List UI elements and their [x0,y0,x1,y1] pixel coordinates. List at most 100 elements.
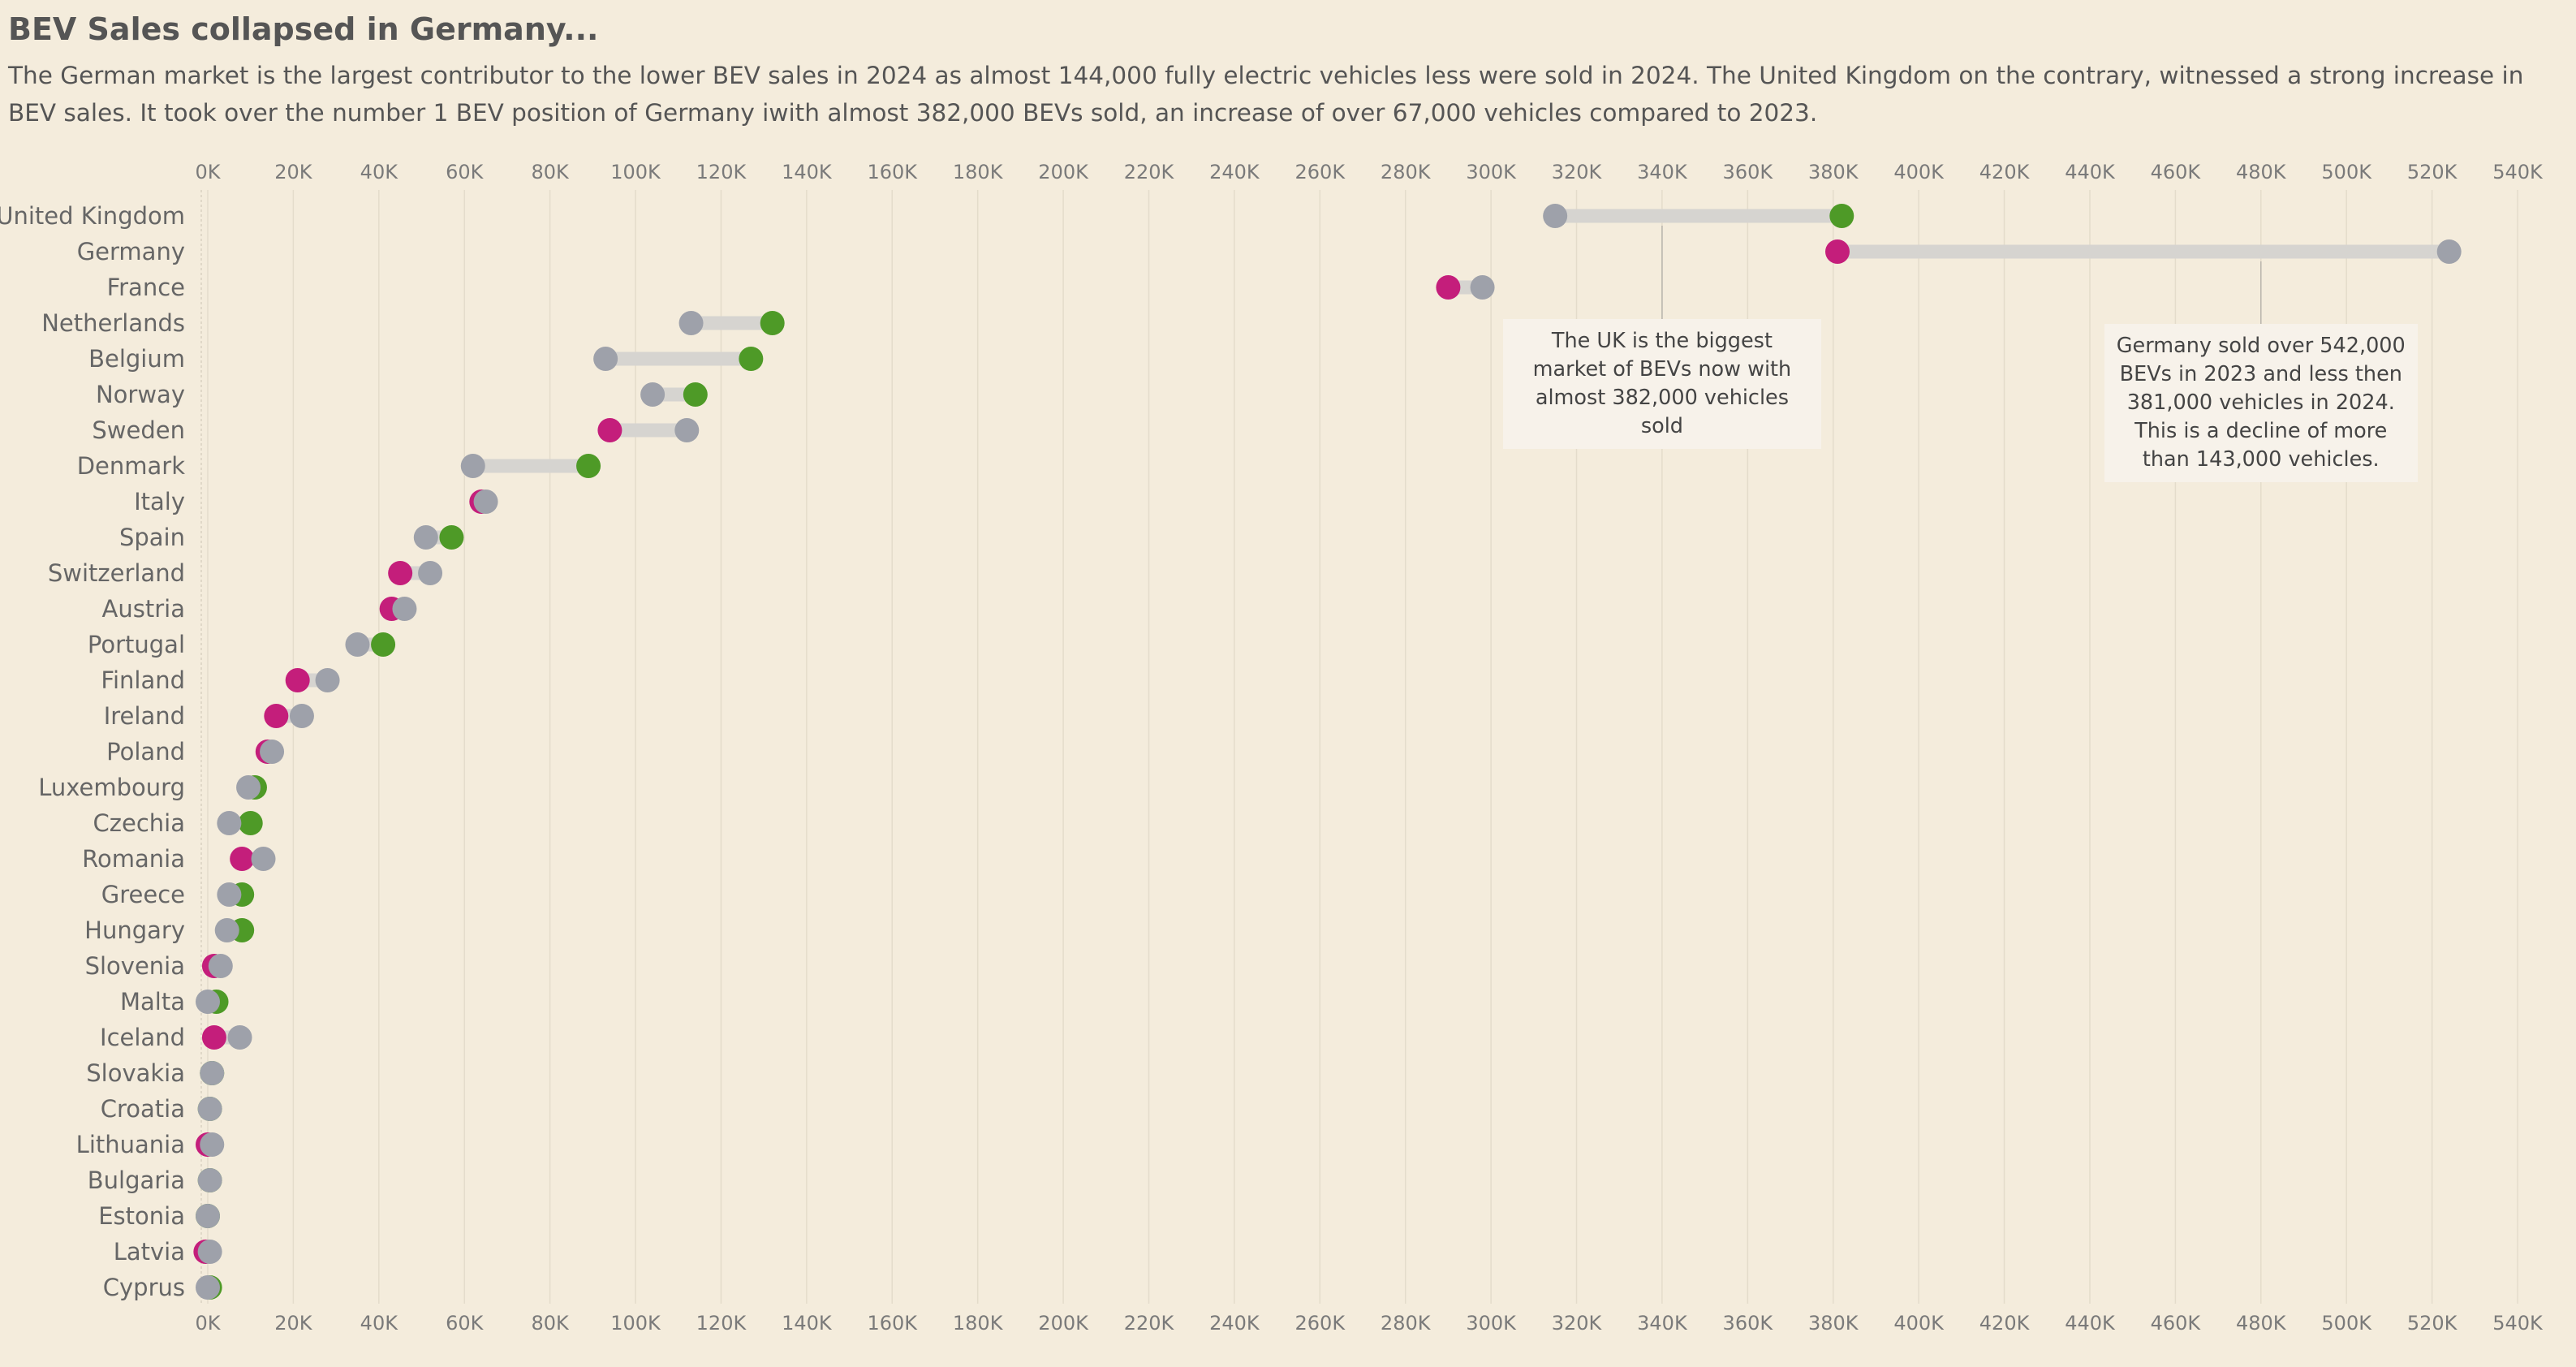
category-label: Greece [101,881,185,908]
category-label: Austria [102,595,185,623]
point-2023 [197,1168,222,1192]
x-tick-label-top: 20K [274,161,313,183]
point-2023 [217,882,242,907]
x-tick-label-bottom: 480K [2236,1312,2287,1335]
x-tick-label-bottom: 100K [610,1312,661,1335]
category-label: Romania [82,845,185,873]
category-label: Netherlands [41,309,185,337]
category-label: Iceland [100,1024,185,1051]
point-2023 [640,382,666,407]
x-tick-label-top: 380K [1808,161,1859,183]
category-label: Lithuania [76,1131,185,1158]
category-label: Denmark [77,452,185,480]
x-tick-label-bottom: 220K [1124,1312,1175,1335]
chart-title: BEV Sales collapsed in Germany... [8,11,599,47]
x-tick-label-bottom: 540K [2492,1312,2544,1335]
point-2023 [197,1240,222,1264]
point-2024 [264,704,289,728]
point-2023 [200,1132,225,1157]
x-axis-bottom: 0K 20K 40K 60K 80K 100K 120K 140K 160K 180K 200K 22… [195,1312,2544,1335]
point-2023 [196,990,220,1014]
x-tick-label-top: 40K [360,161,399,183]
point-2023 [196,1204,220,1228]
x-tick-label-bottom: 200K [1038,1312,1089,1335]
x-tick-label-top: 500K [2321,161,2372,183]
point-2023 [473,489,498,514]
point-2024 [439,525,464,550]
x-tick-label-top: 60K [446,161,485,183]
x-tick-label-top: 100K [610,161,661,183]
category-label: Malta [120,988,185,1016]
x-tick-label-bottom: 260K [1295,1312,1346,1335]
annotation-leaders [1661,226,2262,324]
category-label: Slovenia [85,952,185,980]
x-tick-label-bottom: 300K [1466,1312,1517,1335]
x-tick-label-top: 400K [1893,161,1945,183]
point-2023 [1543,204,1568,228]
category-label: Germany [77,238,185,265]
x-tick-label-top: 340K [1637,161,1688,183]
point-2024 [597,418,622,442]
x-tick-label-bottom: 140K [782,1312,833,1335]
category-label: Poland [106,738,185,765]
point-2024 [1436,275,1461,300]
point-2023 [196,1275,220,1300]
x-tick-label-bottom: 320K [1552,1312,1603,1335]
x-tick-label-bottom: 60K [446,1312,485,1335]
x-tick-label-top: 260K [1295,161,1346,183]
point-2023 [236,775,261,800]
point-2024 [371,632,396,657]
point-2023 [674,418,700,442]
point-2023 [593,347,618,371]
x-tick-label-top: 360K [1723,161,1774,183]
x-tick-label-bottom: 420K [1979,1312,2031,1335]
x-tick-label-bottom: 340K [1637,1312,1688,1335]
x-tick-label-top: 460K [2151,161,2202,183]
data-points [193,204,2462,1300]
point-2023 [251,847,276,871]
x-tick-label-top: 320K [1552,161,1603,183]
point-2024 [201,1025,226,1050]
point-2024 [238,811,263,835]
annotation-germany: Germany sold over 542,000 BEVs in 2023 a… [2104,324,2418,482]
point-2023 [315,668,340,692]
point-2023 [345,632,370,657]
x-tick-label-top: 540K [2492,161,2544,183]
category-label: Croatia [101,1095,185,1123]
x-tick-label-bottom: 460K [2151,1312,2202,1335]
x-tick-label-bottom: 240K [1209,1312,1260,1335]
point-2023 [418,561,443,585]
category-label: Switzerland [48,559,185,587]
category-label: United Kingdom [0,202,185,230]
x-tick-label-top: 0K [195,161,221,183]
x-tick-label-top: 220K [1124,161,1175,183]
x-tick-label-top: 180K [953,161,1004,183]
x-tick-label-bottom: 40K [360,1312,399,1335]
category-label: Czechia [93,809,185,837]
category-label: Hungary [84,916,185,944]
annotation-uk: The UK is the biggest market of BEVs now… [1502,319,1821,449]
x-tick-label-top: 520K [2407,161,2458,183]
x-tick-label-bottom: 20K [274,1312,313,1335]
point-2024 [285,668,310,692]
category-label: Ireland [104,702,185,730]
point-2023 [208,954,233,978]
category-label: Luxembourg [38,774,185,801]
point-2023 [260,740,285,764]
point-2024 [1829,204,1854,228]
point-2024 [230,847,255,871]
category-label: Cyprus [103,1274,185,1301]
x-tick-label-top: 300K [1466,161,1517,183]
x-tick-label-top: 240K [1209,161,1260,183]
x-tick-label-bottom: 520K [2407,1312,2458,1335]
x-tick-label-top: 480K [2236,161,2287,183]
chart-subtitle: The German market is the largest contrib… [8,62,2524,127]
category-label: Portugal [88,631,185,658]
point-2023 [214,918,239,942]
x-tick-label-bottom: 360K [1723,1312,1774,1335]
point-2023 [460,454,485,478]
point-2024 [760,311,785,335]
point-2023 [227,1025,252,1050]
category-label: Italy [134,488,185,515]
